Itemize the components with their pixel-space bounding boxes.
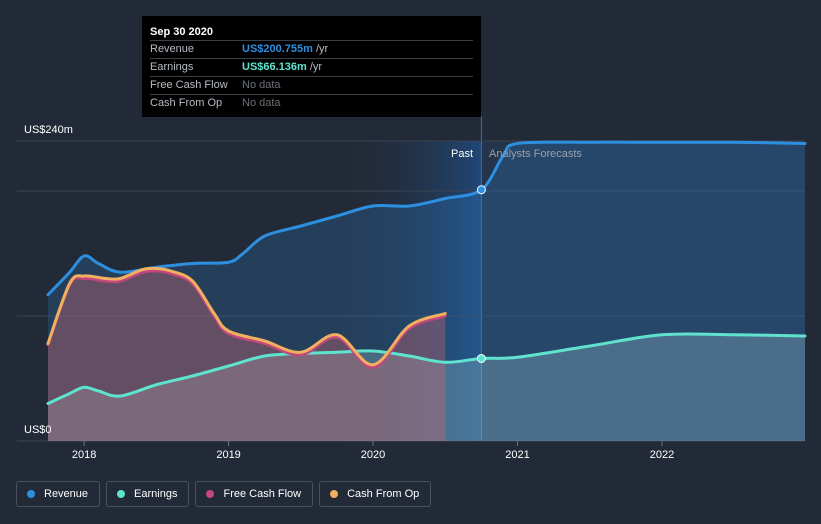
forecast-label: Analysts Forecasts — [489, 148, 582, 160]
x-axis: 2018 2019 2020 2021 2022 — [72, 441, 674, 461]
tooltip-unit: /yr — [315, 43, 329, 55]
legend-label: Revenue — [44, 488, 89, 500]
tooltip-value: No data — [242, 79, 281, 91]
x-tick-label: 2018 — [72, 449, 96, 461]
tooltip-unit: /yr — [309, 61, 323, 73]
x-tick-label: 2019 — [216, 449, 240, 461]
tooltip: Sep 30 2020 Revenue US$200.755m /yr Earn… — [142, 16, 481, 117]
y-axis-label-bottom: US$0 — [24, 424, 52, 436]
legend-label: Earnings — [134, 488, 178, 500]
tooltip-row-cash-from-op: Cash From Op No data — [150, 94, 473, 112]
tooltip-row-revenue: Revenue US$200.755m /yr — [150, 40, 473, 58]
tooltip-value: US$66.136m — [242, 61, 307, 73]
x-tick-label: 2021 — [505, 449, 529, 461]
legend-label: Free Cash Flow — [223, 488, 302, 500]
earnings-area — [48, 333, 805, 441]
free-cash-flow-line — [46, 269, 447, 369]
tooltip-label: Cash From Op — [150, 97, 223, 109]
legend-dot-icon — [206, 490, 215, 498]
legend-item-cash-from-op[interactable]: Cash From Op — [319, 481, 432, 507]
legend-dot-icon — [330, 490, 339, 498]
earnings-line — [46, 332, 807, 405]
tooltip-row-earnings: Earnings US$66.136m /yr — [150, 58, 473, 76]
tooltip-label: Free Cash Flow — [150, 79, 228, 91]
legend-dot-icon — [117, 490, 126, 498]
tooltip-date: Sep 30 2020 — [150, 26, 213, 38]
legend-item-earnings[interactable]: Earnings — [106, 481, 190, 507]
legend-item-revenue[interactable]: Revenue — [16, 481, 101, 507]
tooltip-value: No data — [242, 97, 281, 109]
tooltip-row-free-cash-flow: Free Cash Flow No data — [150, 76, 473, 94]
revenue-marker — [476, 185, 486, 195]
revenue-area — [48, 142, 805, 441]
past-label: Past — [451, 148, 473, 160]
tooltip-value: US$200.755m — [242, 43, 313, 55]
y-axis-label-top: US$240m — [24, 124, 73, 136]
tooltip-label: Earnings — [150, 61, 194, 73]
cash-from-op-area — [48, 268, 446, 441]
legend: Revenue Earnings Free Cash Flow Cash Fro… — [16, 481, 432, 507]
tooltip-label: Revenue — [150, 43, 195, 55]
revenue-line — [46, 140, 807, 297]
cash-from-op-line — [46, 266, 447, 367]
x-tick-label: 2022 — [650, 449, 674, 461]
earnings-marker — [476, 354, 486, 363]
legend-item-free-cash-flow[interactable]: Free Cash Flow — [195, 481, 314, 507]
free-cash-flow-area — [48, 270, 446, 441]
x-tick-label: 2020 — [361, 449, 385, 461]
legend-dot-icon — [27, 490, 35, 498]
legend-label: Cash From Op — [347, 488, 420, 500]
